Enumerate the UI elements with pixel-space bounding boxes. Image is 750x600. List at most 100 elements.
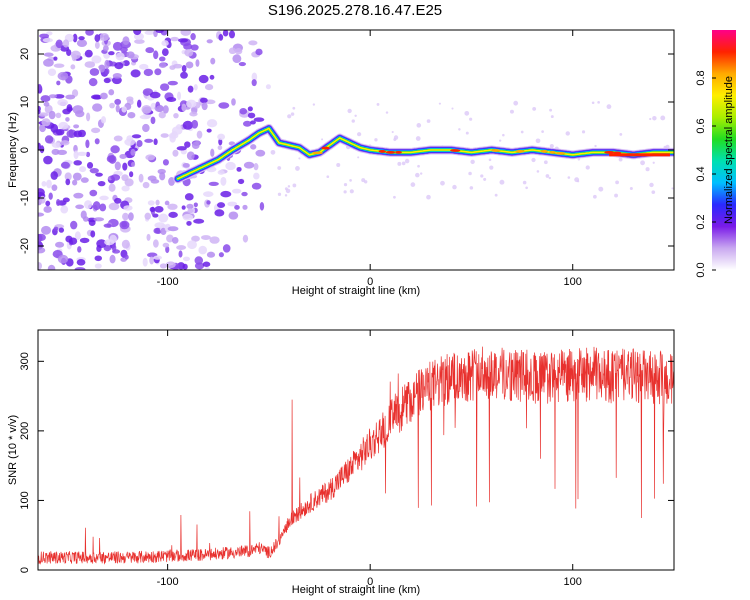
- noise-speck: [349, 189, 354, 194]
- noise-speck: [488, 158, 492, 162]
- noise-speck: [184, 193, 194, 201]
- noise-speck: [410, 182, 416, 187]
- noise-speck: [113, 135, 123, 142]
- noise-speck: [231, 188, 242, 194]
- noise-speck: [45, 200, 51, 207]
- noise-speck: [170, 36, 179, 42]
- noise-speck: [88, 77, 98, 87]
- noise-speck: [115, 52, 125, 61]
- noise-speck: [76, 259, 86, 266]
- colorbar-label: Normalized spectral amplitude: [723, 76, 735, 224]
- ridge-hotspot: [450, 149, 461, 152]
- noise-speck: [465, 131, 469, 135]
- noise-speck: [597, 101, 600, 104]
- noise-speck: [38, 233, 43, 243]
- noise-speck: [114, 197, 122, 204]
- y-tick-label: 200: [19, 422, 31, 440]
- noise-speck: [53, 226, 59, 231]
- noise-speck: [127, 111, 136, 119]
- noise-speck: [295, 166, 300, 171]
- noise-speck: [416, 123, 422, 128]
- noise-speck: [228, 47, 237, 55]
- noise-speck: [172, 63, 183, 69]
- noise-speck: [489, 165, 494, 170]
- noise-speck: [217, 145, 223, 151]
- noise-speck: [114, 161, 121, 171]
- noise-speck: [265, 84, 271, 90]
- noise-speck: [143, 68, 154, 77]
- noise-speck: [142, 181, 150, 189]
- noise-speck: [186, 151, 195, 161]
- noise-speck: [55, 39, 63, 49]
- noise-speck: [222, 30, 229, 37]
- noise-speck: [106, 155, 116, 163]
- ridge-hotspot: [549, 151, 556, 154]
- noise-speck: [62, 39, 70, 48]
- noise-speck: [155, 199, 160, 206]
- noise-speck: [159, 263, 168, 269]
- noise-speck: [247, 106, 253, 112]
- noise-speck: [216, 202, 226, 208]
- noise-speck: [136, 99, 142, 108]
- noise-speck: [76, 39, 88, 47]
- noise-speck: [549, 143, 554, 149]
- noise-speck: [574, 177, 580, 183]
- y-tick-label: 300: [19, 352, 31, 370]
- noise-speck: [99, 203, 107, 212]
- noise-speck: [121, 185, 130, 192]
- noise-speck: [112, 41, 123, 51]
- y-tick-label: 20: [19, 48, 31, 60]
- noise-speck: [55, 112, 62, 119]
- noise-speck: [182, 256, 191, 262]
- noise-speck: [103, 45, 109, 52]
- noise-speck: [168, 177, 175, 186]
- noise-speck: [312, 103, 316, 106]
- noise-speck: [108, 89, 115, 96]
- noise-speck: [74, 110, 85, 118]
- noise-speck: [72, 33, 78, 43]
- noise-speck: [109, 102, 115, 109]
- noise-speck: [74, 267, 86, 270]
- noise-speck: [75, 204, 84, 210]
- noise-speck: [153, 227, 161, 234]
- noise-speck: [70, 50, 81, 60]
- noise-speck: [415, 172, 420, 178]
- noise-speck: [651, 190, 656, 194]
- snr-panel: -100 0 100 0 100 200 300 Height of straight li…: [7, 329, 675, 596]
- noise-speck: [130, 148, 136, 156]
- noise-speck: [284, 194, 288, 197]
- noise-speck: [222, 244, 231, 253]
- colorbar-ticks: 0.0 0.2 0.4 0.6 0.8: [695, 70, 716, 278]
- noise-speck: [68, 129, 74, 138]
- noise-speck: [217, 170, 225, 175]
- noise-speck: [502, 133, 505, 137]
- noise-speck: [541, 130, 544, 133]
- noise-speck: [51, 184, 58, 191]
- noise-speck: [585, 165, 590, 170]
- noise-speck: [545, 174, 550, 178]
- noise-speck: [124, 178, 134, 187]
- noise-speck: [76, 151, 87, 156]
- noise-speck: [60, 161, 70, 169]
- noise-speck: [210, 57, 216, 65]
- noise-speck: [228, 30, 236, 39]
- noise-speck: [153, 50, 159, 60]
- noise-speck: [177, 91, 182, 101]
- noise-speck: [172, 149, 179, 157]
- noise-speck: [194, 256, 204, 265]
- noise-speck: [181, 205, 186, 210]
- noise-speck: [48, 94, 58, 99]
- noise-speck: [349, 179, 352, 182]
- noise-speck: [123, 205, 133, 211]
- noise-speck: [99, 195, 109, 201]
- noise-speck: [513, 100, 519, 106]
- noise-speck: [426, 119, 431, 123]
- noise-speck: [520, 130, 524, 134]
- y-tick-label: -10: [19, 190, 31, 206]
- noise-speck: [191, 119, 199, 129]
- noise-speck: [38, 112, 49, 117]
- noise-speck: [198, 74, 209, 84]
- y-tick-label: 0: [19, 567, 31, 573]
- noise-speck: [153, 239, 159, 248]
